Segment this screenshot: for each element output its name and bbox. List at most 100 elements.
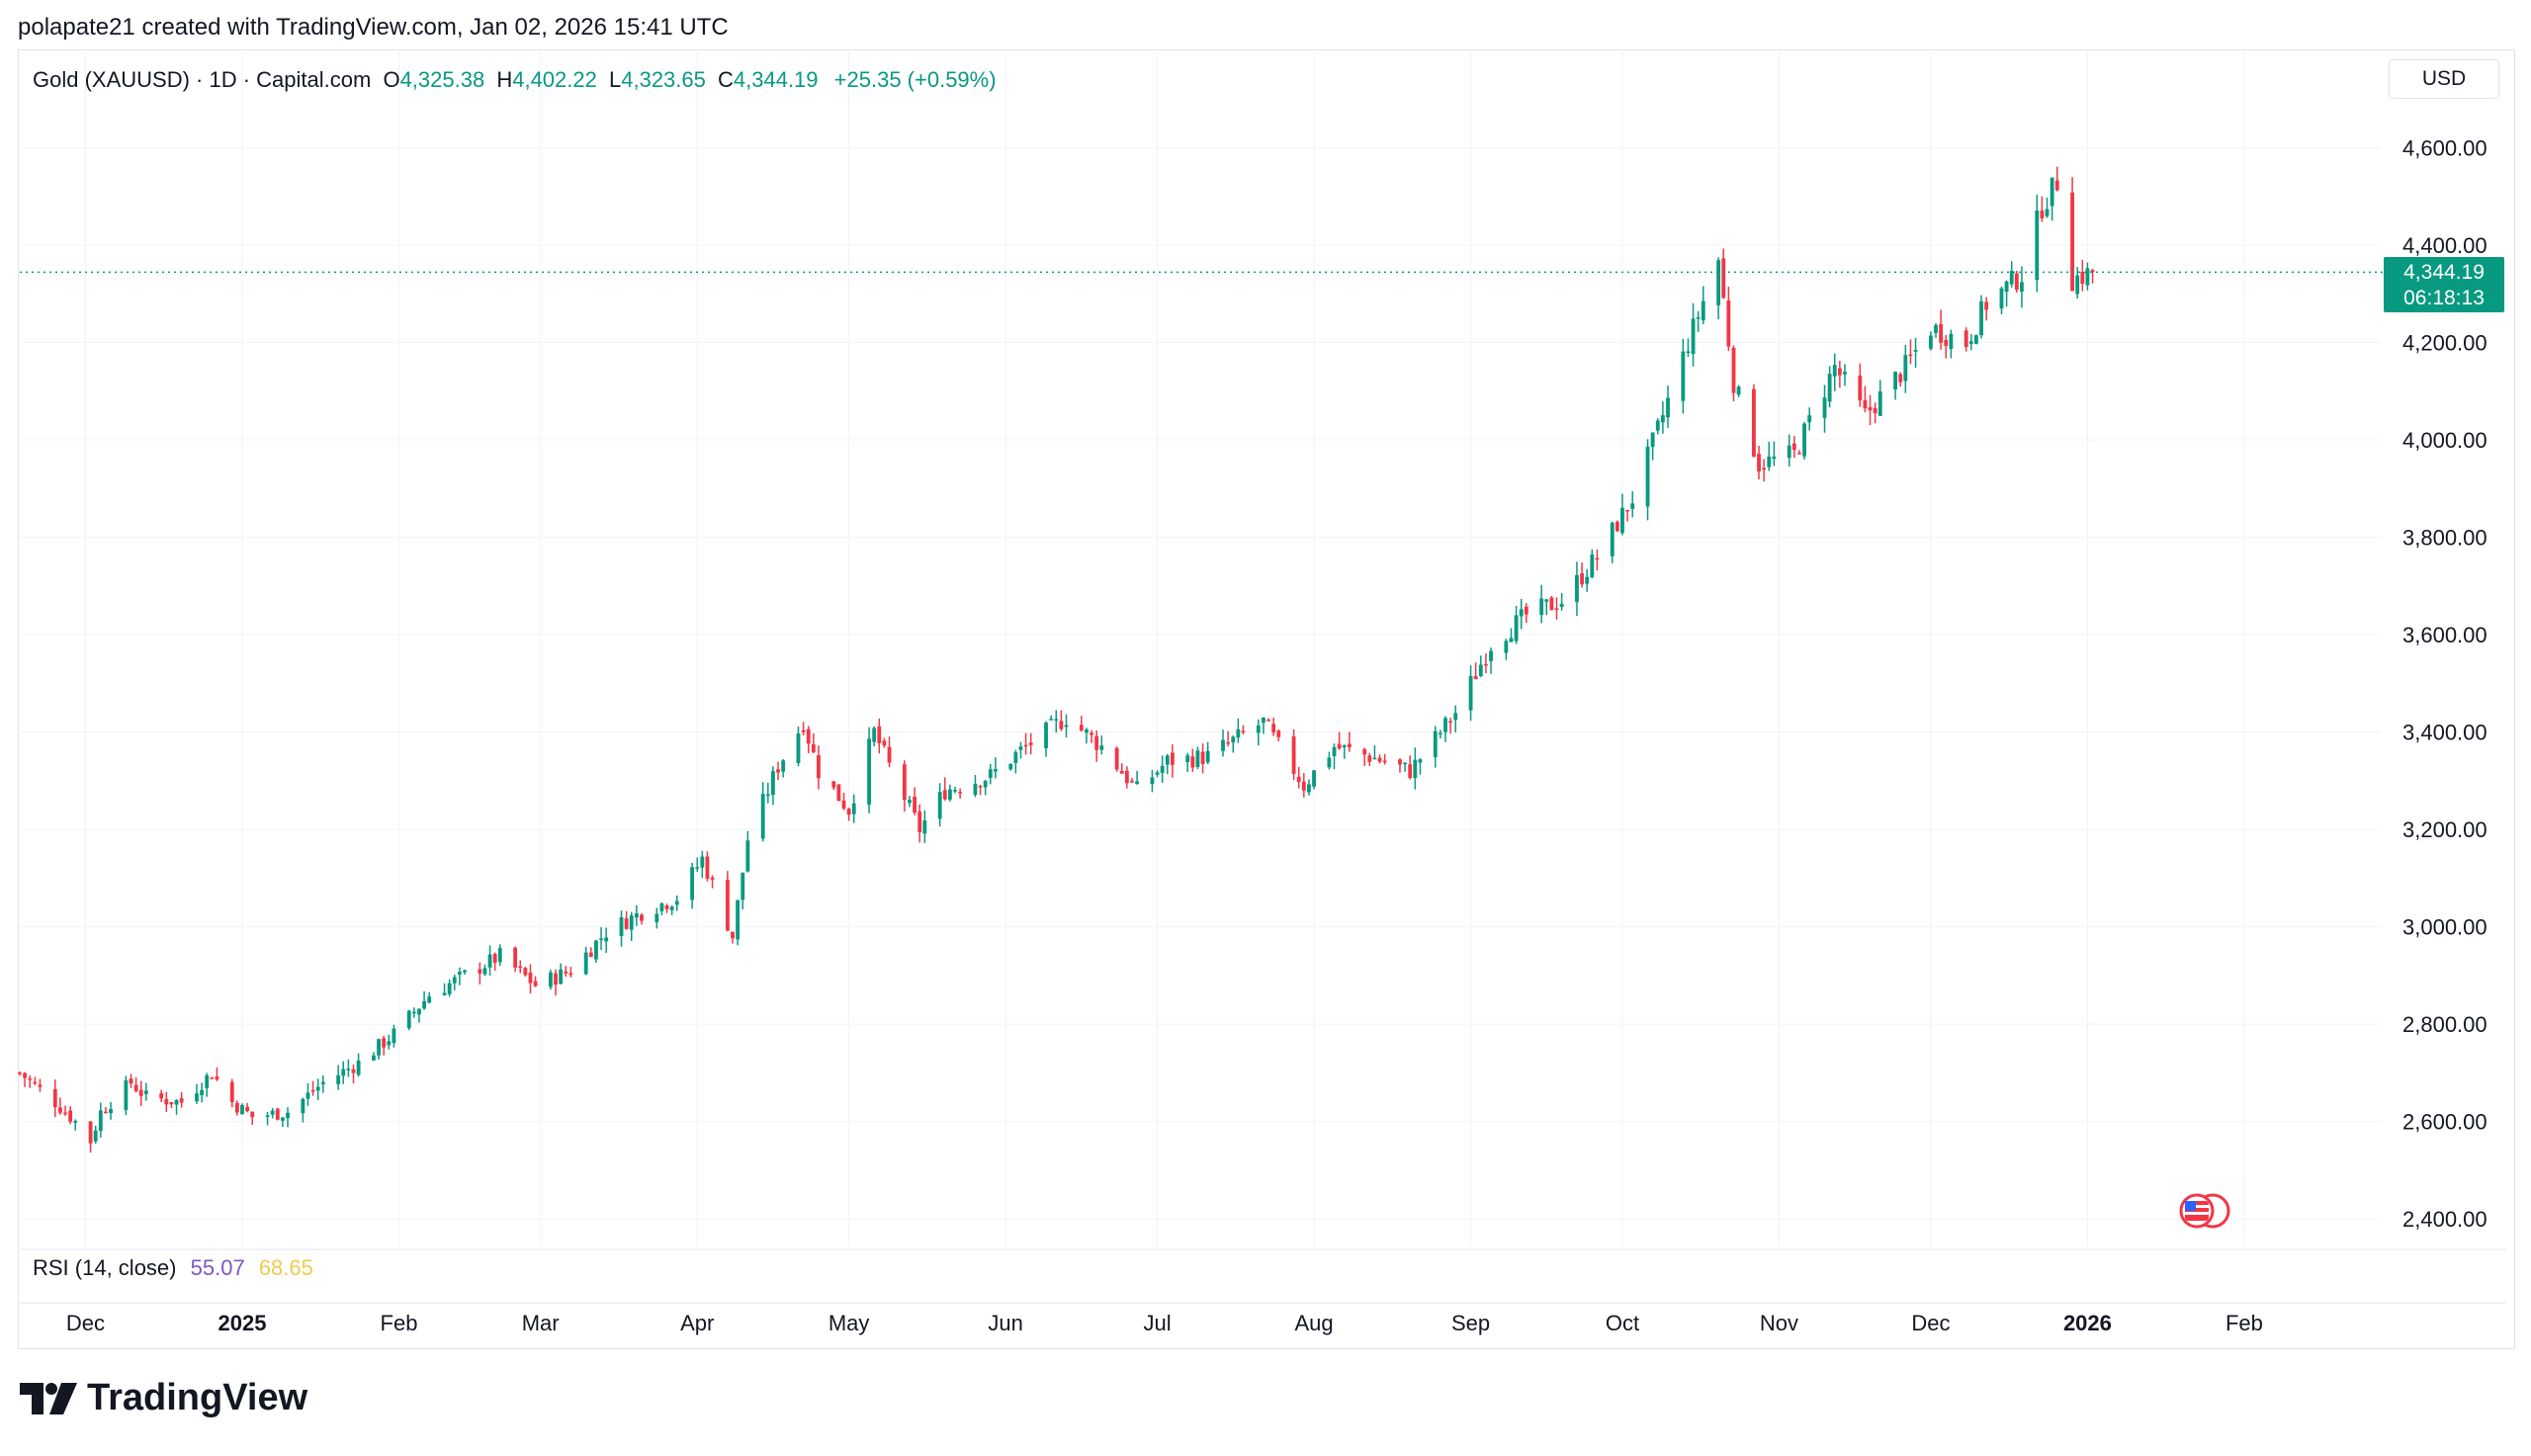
candle-body — [356, 1061, 361, 1075]
candle-body — [73, 1120, 78, 1123]
time-tick-label: Aug — [1294, 1311, 1333, 1335]
candle-body — [760, 794, 765, 839]
candle-body — [18, 1072, 22, 1074]
candle-body — [169, 1101, 174, 1105]
candle-body — [1150, 777, 1155, 785]
candle-body — [104, 1111, 108, 1114]
candle-body — [731, 931, 735, 939]
candle-body — [1023, 744, 1028, 747]
time-tick-label: Mar — [522, 1311, 560, 1335]
candle-body — [1276, 730, 1281, 737]
currency-button[interactable]: USD — [2389, 59, 2499, 99]
symbol-legend[interactable]: Gold (XAUUSD) · 1D · Capital.com O4,325.… — [33, 67, 997, 93]
candle-body — [1205, 750, 1210, 763]
price-tick-label: 4,000.00 — [2402, 428, 2487, 453]
time-axis[interactable]: Dec 2025 Feb Mar Apr May Jun Jul Aug Sep Oct Nov Dec… — [66, 1311, 2263, 1335]
candle-body — [346, 1069, 351, 1071]
rsi-label[interactable]: RSI (14, close) — [33, 1255, 177, 1280]
candle-body — [1944, 339, 1949, 346]
candle-body — [240, 1104, 244, 1115]
candle-body — [1873, 407, 1877, 414]
candle-body — [1686, 351, 1691, 354]
candle-body — [2045, 209, 2050, 216]
candle-body — [124, 1080, 129, 1110]
candle-body — [1974, 335, 1978, 344]
time-tick-label: Feb — [2226, 1311, 2263, 1335]
candle-body — [1438, 732, 1442, 734]
candle-body — [245, 1107, 250, 1112]
candle-body — [1483, 663, 1488, 666]
candle-body — [1453, 713, 1458, 721]
symbol-title[interactable]: Gold (XAUUSD) · 1D · Capital.com — [33, 67, 372, 92]
candle-body — [1843, 372, 1847, 375]
candle-body — [492, 954, 497, 963]
candle-body — [1170, 752, 1175, 765]
candle-body — [1559, 603, 1564, 608]
candle-body — [872, 728, 877, 742]
candle-body — [63, 1112, 67, 1115]
candle-body — [917, 811, 922, 833]
candle-body — [851, 803, 856, 814]
candle-body — [23, 1072, 28, 1078]
candle-body — [1135, 781, 1139, 784]
candle-body — [1241, 730, 1246, 733]
candle-body — [1090, 732, 1093, 735]
price-tick-label: 2,800.00 — [2402, 1012, 2487, 1037]
candle-body — [1625, 509, 1630, 512]
candle-body — [1660, 415, 1665, 423]
candle-body — [568, 973, 573, 976]
candle-body — [554, 973, 558, 985]
candle-body — [2054, 180, 2059, 191]
candle-body — [1650, 432, 1655, 448]
candle-body — [1398, 759, 1402, 765]
candle-body — [229, 1081, 234, 1103]
candle-body — [1585, 576, 1590, 584]
candle-body — [133, 1084, 138, 1091]
candle-body — [305, 1092, 310, 1099]
candle-body — [1099, 745, 1104, 750]
candle-body — [387, 1041, 392, 1046]
candle-body — [548, 972, 553, 987]
tradingview-logo[interactable]: TradingView — [20, 1377, 307, 1419]
candle-body — [1590, 554, 1595, 577]
candle-body — [588, 952, 593, 958]
candle-body — [624, 918, 629, 929]
grid-lines — [20, 49, 2505, 1304]
candle-body — [2020, 282, 2024, 292]
candle-body — [640, 914, 644, 921]
price-tick-label: 2,400.00 — [2402, 1207, 2487, 1232]
candle-body — [1968, 341, 1973, 344]
rsi-value: 55.07 — [190, 1255, 245, 1280]
candle-body — [1767, 457, 1772, 468]
candle-body — [1791, 443, 1796, 451]
price-axis[interactable]: 4,600.00 4,400.00 4,200.00 4,000.00 3,800.00… — [2402, 135, 2487, 1232]
candle-body — [781, 760, 786, 772]
open-label: O — [383, 67, 400, 92]
candle-body — [1863, 399, 1868, 409]
candle-body — [33, 1081, 38, 1084]
time-tick-label: Dec — [66, 1311, 105, 1335]
candle-body — [143, 1090, 148, 1094]
price-tick-label: 3,600.00 — [2402, 623, 2487, 647]
high-label: H — [496, 67, 513, 92]
candle-body — [1044, 722, 1048, 749]
time-tick-label: Sep — [1451, 1311, 1490, 1335]
candle-body — [811, 744, 816, 752]
candle-body — [1256, 726, 1261, 733]
last-price-tag: 4,344.19 06:18:13 — [2384, 257, 2504, 313]
candle-body — [1185, 755, 1190, 763]
candle-body — [988, 769, 993, 778]
candle-body — [741, 872, 745, 900]
candle-body — [234, 1102, 239, 1113]
candle-body — [604, 937, 609, 942]
candle-body — [1514, 615, 1519, 642]
candle-body — [1266, 720, 1270, 722]
rsi-legend[interactable]: RSI (14, close) 55.07 68.65 — [33, 1255, 313, 1281]
candle-body — [1524, 606, 1528, 615]
candle-body — [1701, 300, 1705, 321]
candle-body — [1898, 374, 1903, 383]
chart-frame — [18, 49, 2515, 1349]
us-flag-events-icon[interactable] — [2175, 1193, 2234, 1229]
candle-body — [1291, 735, 1296, 774]
